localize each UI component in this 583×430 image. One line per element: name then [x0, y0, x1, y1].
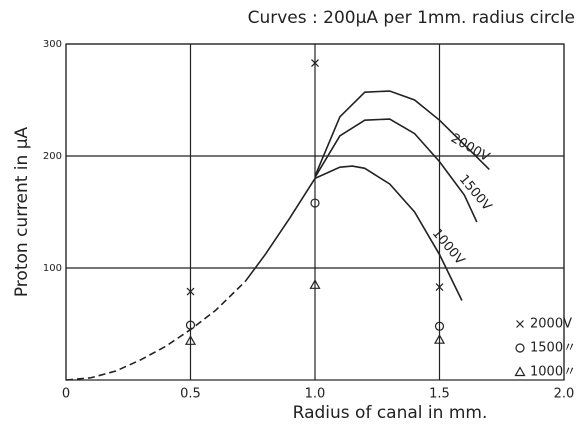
legend-label: 1000〃	[530, 365, 576, 380]
curve	[65, 280, 246, 381]
x-axis-label: Radius of canal in mm.	[293, 403, 488, 423]
x-tick-label: 2.0	[554, 387, 575, 402]
legend-marker	[515, 343, 525, 353]
y-axis-label: Proton current in μA	[12, 126, 32, 297]
legend-marker	[516, 320, 524, 328]
curve	[314, 165, 463, 301]
x-tick-label: 1.0	[305, 387, 326, 402]
curve	[314, 118, 478, 223]
curve-label: 2000V	[448, 131, 492, 165]
legend-label: 2000V	[530, 317, 572, 332]
legend-label: 1500〃	[530, 341, 576, 356]
y-tick-label: 100	[43, 263, 62, 274]
chart-title: Curves : 200μA per 1mm. radius circle	[248, 8, 575, 28]
data-point	[435, 283, 444, 291]
y-tick-label: 300	[43, 39, 62, 50]
data-point	[311, 59, 319, 67]
data-point	[185, 320, 196, 330]
data-point	[186, 287, 195, 296]
curve-label: 1500V	[456, 172, 495, 214]
curve	[314, 90, 490, 177]
x-tick-label: 1.5	[429, 387, 450, 402]
x-tick-label: 0	[62, 387, 70, 402]
data-point	[310, 198, 320, 208]
legend-marker	[514, 366, 526, 377]
data-point	[433, 333, 446, 344]
data-point	[434, 321, 445, 331]
x-tick-label: 0.5	[180, 387, 201, 402]
y-tick-label: 200	[43, 151, 62, 162]
curve	[244, 177, 316, 282]
data-point	[184, 335, 197, 345]
data-point	[309, 279, 321, 289]
